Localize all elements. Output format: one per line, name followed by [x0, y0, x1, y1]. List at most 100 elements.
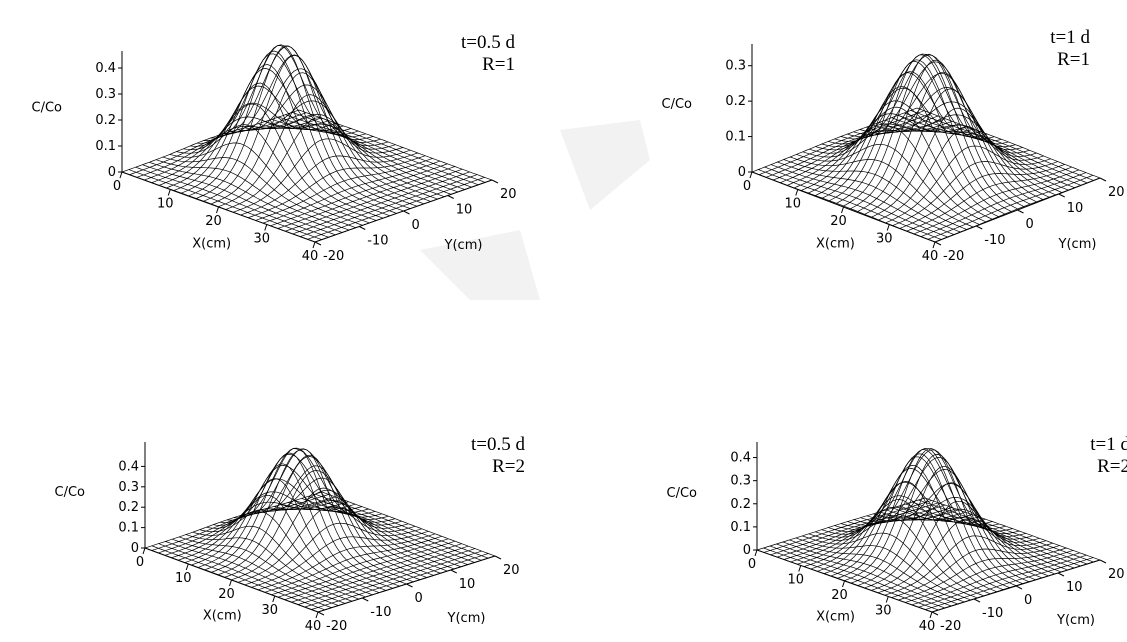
x-tick-label: 0 — [136, 555, 144, 570]
z-tick-label: 0.4 — [730, 451, 751, 466]
y-tick-label: 0 — [1024, 593, 1032, 608]
z-tick-label: 0.3 — [118, 480, 139, 495]
y-tick-mark — [492, 180, 498, 183]
y-tick-label: 10 — [1067, 201, 1084, 216]
x-axis-label: X(cm) — [816, 609, 855, 624]
x-tick-label: 10 — [157, 197, 174, 212]
y-tick-label: 20 — [1108, 567, 1125, 582]
watermark-shape — [560, 120, 650, 210]
x-tick-label: 20 — [218, 587, 235, 602]
mesh-line-x — [858, 466, 1026, 585]
x-axis-label: X(cm) — [192, 236, 231, 251]
mesh-line-y — [299, 110, 492, 180]
z-tick-label: 0.2 — [95, 113, 116, 128]
mesh-line-x — [205, 448, 382, 570]
mesh-line-y — [911, 110, 1094, 180]
y-tick-mark — [1100, 178, 1106, 181]
plot-annotation-line: R=1 — [1057, 49, 1090, 70]
x-tick-mark — [230, 580, 232, 586]
y-tick-label: 20 — [500, 187, 517, 202]
x-tick-label: 20 — [205, 214, 222, 229]
x-tick-mark — [755, 550, 757, 556]
y-tick-label: 0 — [1026, 217, 1034, 232]
x-tick-mark — [168, 190, 170, 196]
y-tick-mark — [448, 196, 454, 199]
y-tick-label: 10 — [456, 203, 473, 218]
y-tick-label: 20 — [503, 563, 520, 578]
mesh-line-y — [912, 502, 1087, 564]
x-tick-mark — [120, 172, 122, 178]
mesh-line-y — [281, 505, 454, 569]
y-tick-label: -20 — [940, 619, 961, 634]
mesh-line-y — [919, 500, 1094, 562]
z-axis-label: C/Co — [667, 486, 698, 501]
y-tick-mark — [974, 599, 980, 602]
y-tick-mark — [1016, 586, 1022, 589]
x-tick-mark — [273, 596, 275, 602]
mesh-line-x — [278, 541, 455, 597]
surface-mesh — [757, 448, 1100, 612]
y-tick-label: 0 — [415, 591, 423, 606]
z-tick-label: 0 — [738, 165, 746, 180]
x-tick-mark — [933, 242, 935, 248]
y-axis-label: Y(cm) — [1058, 237, 1097, 252]
z-tick-label: 0.2 — [725, 94, 746, 109]
y-tick-label: -20 — [326, 619, 347, 634]
x-tick-label: 30 — [253, 232, 270, 247]
x-tick-mark — [799, 566, 801, 572]
plot-annotation-line: t=0.5 d — [461, 32, 515, 53]
x-tick-label: 30 — [876, 232, 893, 247]
y-tick-mark — [1058, 573, 1064, 576]
plot-annotation-line: t=1 d — [1050, 27, 1090, 48]
y-tick-label: 20 — [1108, 185, 1125, 200]
x-tick-mark — [843, 581, 845, 587]
plot-annotation-line: R=2 — [1097, 456, 1127, 477]
mesh-line-y — [279, 117, 472, 187]
x-tick-label: 40 — [919, 619, 936, 634]
y-tick-label: 10 — [1066, 580, 1083, 595]
y-tick-label: -20 — [323, 249, 344, 264]
z-tick-label: 0.1 — [118, 521, 139, 536]
x-tick-mark — [217, 207, 219, 213]
mesh-line-y — [172, 539, 345, 603]
y-tick-label: -10 — [984, 233, 1005, 248]
surface-plot-4: 010203040-20-100102000.10.20.30.4C/CoX(c… — [667, 434, 1127, 634]
x-tick-mark — [750, 172, 752, 178]
mesh-line-y — [149, 162, 342, 232]
x-axis-label: X(cm) — [816, 236, 855, 251]
surface-plot-2: 010203040-20-100102000.10.20.3C/CoX(cm)Y… — [662, 27, 1125, 264]
z-tick-label: 0.3 — [730, 474, 751, 489]
surface-plot-1: 010203040-20-100102000.10.20.30.4C/CoX(c… — [32, 32, 517, 264]
z-tick-label: 0 — [108, 165, 116, 180]
x-tick-mark — [313, 242, 315, 248]
y-axis-label: Y(cm) — [444, 238, 483, 253]
axes — [753, 442, 1106, 618]
y-tick-mark — [407, 584, 413, 587]
x-tick-label: 0 — [743, 179, 751, 194]
mesh-line-y — [841, 448, 1016, 585]
x-tick-label: 0 — [748, 557, 756, 572]
surface-plot-3: 010203040-20-100102000.10.20.30.4C/CoX(c… — [55, 434, 526, 634]
mesh-line-x — [225, 471, 402, 578]
x-tick-label: 40 — [302, 249, 319, 264]
x-tick-mark — [887, 225, 889, 231]
y-tick-mark — [935, 242, 941, 245]
mesh-line-x — [189, 46, 366, 196]
mesh-line-x — [211, 73, 388, 204]
x-tick-label: 20 — [831, 588, 848, 603]
x-tick-label: 0 — [113, 179, 121, 194]
z-tick-label: 0.1 — [730, 520, 751, 535]
mesh-line-y — [816, 88, 999, 217]
plot-annotation-line: t=1 d — [1090, 434, 1127, 455]
z-tick-label: 0.2 — [730, 497, 751, 512]
mesh-line-y — [917, 108, 1100, 178]
mesh-line-y — [854, 73, 1037, 202]
mesh-line-x — [757, 498, 925, 550]
y-tick-mark — [1018, 210, 1024, 213]
x-tick-mark — [930, 612, 932, 618]
x-tick-label: 30 — [875, 604, 892, 619]
y-tick-mark — [495, 556, 501, 559]
x-tick-label: 10 — [175, 571, 192, 586]
x-tick-mark — [143, 548, 145, 554]
